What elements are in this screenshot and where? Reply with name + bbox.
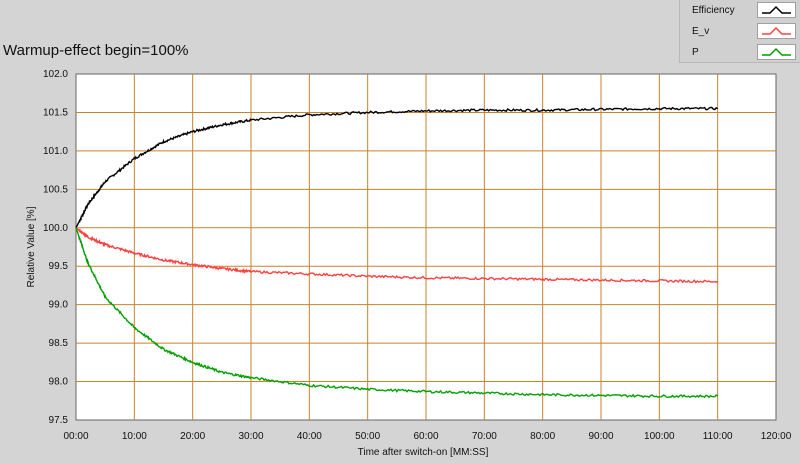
x-tick-label: 20:00 (180, 431, 205, 442)
x-tick-labels: 00:00 10:00 20:00 30:00 40:00 50:00 60:00 70:00… (63, 431, 791, 442)
y-axis-label: Relative Value [%] (26, 206, 37, 287)
x-tick-label: 70:00 (472, 431, 497, 442)
y-tick-labels: 97.5 98.0 98.5 99.0 99.5 100.0 100.5 101.0 101.5… (43, 69, 68, 426)
legend-item-efficiency[interactable]: Efficiency (680, 0, 800, 20)
legend-swatch-e-v (757, 23, 796, 39)
x-tick-label: 120:00 (761, 431, 792, 442)
y-tick-label: 101.0 (43, 146, 68, 157)
y-tick-label: 100.0 (43, 223, 68, 234)
legend-item-p[interactable]: P (680, 42, 800, 62)
y-tick-label: 99.5 (49, 261, 69, 272)
legend-label-e-v: E_v (692, 26, 710, 37)
series-line-efficiency (75, 106, 718, 229)
x-tick-label: 50:00 (355, 431, 380, 442)
y-tick-label: 98.5 (49, 338, 69, 349)
x-tick-label: 90:00 (588, 431, 613, 442)
y-tick-label: 102.0 (43, 69, 68, 80)
x-axis-label: Time after switch-on [MM:SS] (358, 447, 489, 458)
x-tick-label: 00:00 (63, 431, 88, 442)
y-tick-label: 100.5 (43, 184, 68, 195)
x-tick-label: 100:00 (644, 431, 675, 442)
x-tick-label: 40:00 (297, 431, 322, 442)
legend-label-p: P (692, 47, 699, 58)
legend-label-efficiency: Efficiency (692, 5, 735, 16)
grid (76, 74, 776, 420)
legend: Efficiency E_v P (679, 0, 800, 63)
x-tick-label: 110:00 (703, 431, 733, 442)
y-tick-label: 101.5 (43, 107, 68, 118)
legend-swatch-efficiency (757, 2, 796, 18)
chart-title: Warmup-effect begin=100% (3, 42, 189, 59)
legend-item-e-v[interactable]: E_v (680, 21, 800, 41)
x-tick-label: 60:00 (413, 431, 438, 442)
x-tick-label: 80:00 (530, 431, 555, 442)
series-line-e-v (75, 227, 718, 284)
y-tick-label: 99.0 (49, 300, 69, 311)
series-line-p (75, 227, 719, 399)
x-tick-label: 10:00 (122, 431, 147, 442)
x-tick-label: 30:00 (238, 431, 263, 442)
y-tick-label: 98.0 (49, 377, 69, 388)
series-group (75, 106, 719, 399)
y-tick-label: 97.5 (49, 415, 69, 426)
legend-swatch-p (757, 44, 796, 60)
